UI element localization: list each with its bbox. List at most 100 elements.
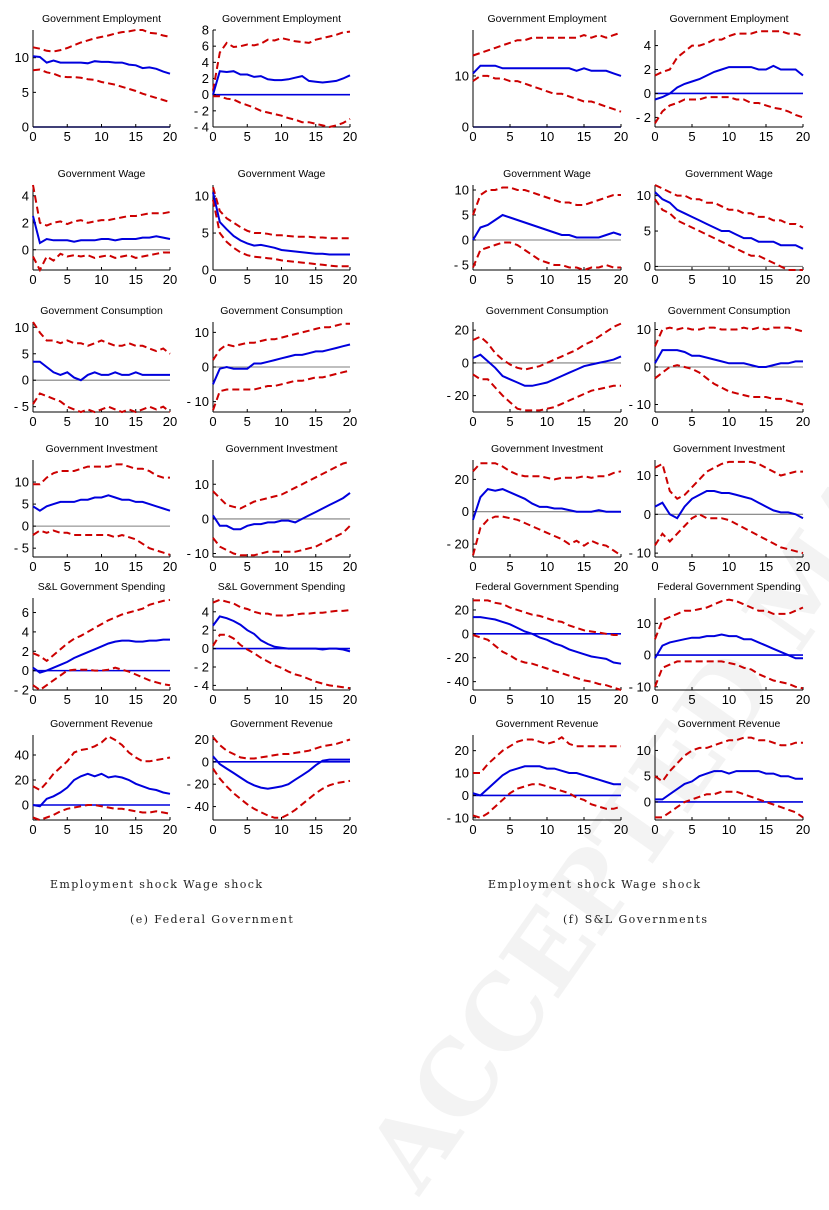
- x-tick-label: 10: [722, 129, 736, 144]
- upper-band-line: [654, 460, 803, 501]
- chart-title: Government Consumption: [668, 305, 791, 317]
- lower-band-line: [472, 373, 621, 412]
- y-tick-label: 10: [637, 616, 651, 631]
- upper-band-line: [472, 31, 622, 57]
- chart-title: Government Consumption: [486, 305, 609, 317]
- x-tick-label: 0: [469, 129, 476, 144]
- x-tick-label: 15: [577, 414, 591, 429]
- x-tick-label: 5: [64, 692, 71, 707]
- x-tick-label: 10: [274, 692, 288, 707]
- x-tick-label: 20: [614, 414, 628, 429]
- x-tick-label: 10: [274, 129, 288, 144]
- x-tick-label: 15: [309, 559, 323, 574]
- y-tick-label: - 20: [447, 388, 469, 403]
- y-tick-label: - 5: [14, 399, 29, 414]
- x-tick-label: 5: [506, 129, 513, 144]
- x-tick-label: 0: [651, 559, 658, 574]
- y-tick-label: 0: [644, 259, 651, 274]
- upper-band-line: [472, 462, 622, 481]
- y-tick-label: 6: [22, 605, 29, 620]
- y-tick-label: - 40: [447, 674, 469, 689]
- chart-title: Government Employment: [669, 13, 788, 25]
- x-tick-label: 10: [94, 822, 108, 837]
- x-tick-label: 20: [343, 692, 357, 707]
- y-tick-label: 0: [202, 87, 209, 102]
- x-tick-label: 10: [540, 272, 554, 287]
- x-tick-label: 5: [64, 129, 71, 144]
- y-tick-label: 0: [462, 626, 469, 641]
- chart-title: Federal Government Spending: [657, 581, 801, 593]
- x-tick-label: 20: [343, 559, 357, 574]
- y-tick-label: 5: [644, 224, 651, 239]
- y-tick-label: - 2: [194, 103, 209, 118]
- x-tick-label: 20: [614, 129, 628, 144]
- y-tick-label: 0: [22, 663, 29, 678]
- y-tick-label: 0: [202, 754, 209, 769]
- chart-title: Federal Government Spending: [475, 581, 619, 593]
- y-tick-label: 0: [462, 233, 469, 248]
- upper-band-line: [32, 598, 171, 663]
- y-tick-label: 10: [15, 475, 29, 490]
- x-tick-label: 5: [244, 414, 251, 429]
- median-irf-line: [32, 215, 171, 245]
- y-tick-label: 5: [644, 769, 651, 784]
- x-tick-label: 20: [796, 129, 810, 144]
- x-tick-label: 10: [94, 129, 108, 144]
- x-tick-label: 10: [722, 559, 736, 574]
- y-tick-label: 0: [22, 242, 29, 257]
- median-irf-line: [32, 772, 171, 808]
- y-tick-label: 5: [22, 346, 29, 361]
- upper-band-line: [32, 184, 171, 227]
- chart-title: Government Investment: [673, 443, 785, 455]
- x-tick-label: 15: [309, 692, 323, 707]
- right-panel-caption: (f) S&L Governments: [563, 913, 709, 926]
- lower-band-line: [212, 199, 350, 268]
- median-irf-line: [212, 492, 351, 531]
- x-tick-label: 20: [614, 692, 628, 707]
- x-tick-label: 20: [614, 272, 628, 287]
- left-shocks-caption: Employment shock Wage shock: [50, 878, 264, 891]
- y-tick-label: - 5: [14, 541, 29, 556]
- median-irf-line: [472, 64, 622, 77]
- y-tick-label: - 2: [14, 683, 29, 698]
- chart-title: S&L Government Spending: [38, 581, 166, 593]
- y-tick-label: - 10: [629, 546, 651, 561]
- y-tick-label: 5: [22, 85, 29, 100]
- median-irf-line: [654, 191, 804, 250]
- x-tick-label: 15: [129, 414, 143, 429]
- y-tick-label: 40: [15, 748, 29, 763]
- x-tick-label: 5: [688, 822, 695, 837]
- x-tick-label: 0: [469, 272, 476, 287]
- lower-band-line: [32, 392, 171, 414]
- x-tick-label: 5: [688, 559, 695, 574]
- lower-band-line: [472, 634, 622, 691]
- median-irf-line: [472, 353, 622, 387]
- x-tick-label: 20: [163, 129, 177, 144]
- x-tick-label: 15: [759, 129, 773, 144]
- x-tick-label: 15: [129, 129, 143, 144]
- x-tick-label: 20: [163, 692, 177, 707]
- x-tick-label: 0: [29, 822, 36, 837]
- y-tick-label: - 10: [187, 394, 209, 409]
- x-tick-label: 15: [129, 822, 143, 837]
- y-tick-label: 20: [455, 602, 469, 617]
- upper-band-line: [654, 184, 804, 229]
- y-tick-label: 10: [637, 322, 651, 337]
- x-tick-label: 5: [64, 822, 71, 837]
- chart-title: Government Revenue: [678, 718, 781, 730]
- upper-band-line: [212, 598, 351, 617]
- x-tick-label: 5: [64, 272, 71, 287]
- y-tick-label: 10: [195, 325, 209, 340]
- y-tick-label: 4: [202, 55, 209, 70]
- chart-title: Government Wage: [503, 168, 591, 180]
- median-irf-line: [472, 213, 622, 241]
- lower-band-line: [655, 790, 804, 819]
- x-tick-label: 10: [722, 272, 736, 287]
- upper-band-line: [472, 186, 621, 216]
- y-tick-label: 20: [195, 732, 209, 747]
- y-tick-label: - 10: [187, 546, 209, 561]
